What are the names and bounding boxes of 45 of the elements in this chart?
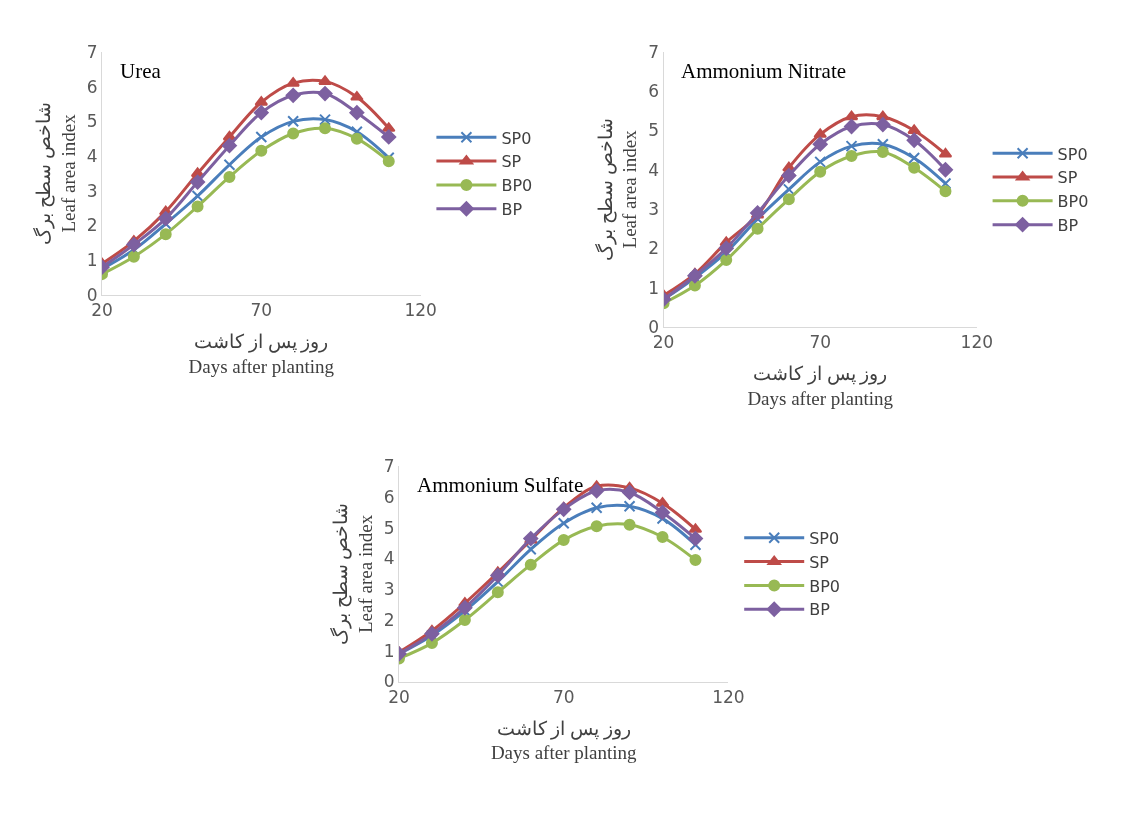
y-tick-label: 5: [86, 111, 98, 132]
y-tick-label: 4: [86, 146, 98, 167]
chart-title: Urea: [120, 59, 162, 83]
y-tick-label: 7: [383, 456, 395, 477]
legend-label: SP0: [809, 529, 840, 549]
y-tick-label: 3: [648, 198, 660, 219]
legend-label: BP: [809, 600, 831, 620]
y-tick-label: 2: [86, 215, 98, 236]
x-tick-label: 70: [809, 332, 832, 353]
y-tick-label: 3: [86, 180, 98, 201]
legend-label: SP: [809, 552, 830, 572]
legend-label: SP0: [501, 128, 532, 148]
chart-title: Ammonium Sulfate: [417, 473, 584, 497]
y-tick-label: 6: [648, 81, 660, 102]
legend-label: BP0: [501, 176, 533, 196]
x-tick-label: 70: [552, 686, 575, 707]
x-tick-label: 20: [652, 332, 675, 353]
y-tick-label: 6: [86, 76, 98, 97]
legend-label: SP0: [1057, 144, 1088, 164]
legend-label: SP: [501, 152, 522, 172]
y-tick-label: 3: [383, 579, 395, 600]
x-tick-label: 120: [404, 300, 437, 321]
legend-label: BP0: [809, 576, 841, 596]
chart-title: Ammonium Nitrate: [681, 59, 847, 83]
y-tick-label: 7: [86, 41, 98, 62]
legend-label: BP0: [1057, 192, 1089, 212]
x-tick-label: 20: [388, 686, 410, 707]
y-tick-label: 4: [648, 159, 660, 180]
x-tick-label: 120: [960, 332, 994, 353]
y-tick-label: 4: [383, 548, 395, 569]
legend-label: BP: [1057, 215, 1079, 235]
y-tick-label: 1: [648, 277, 660, 298]
legend-label: SP: [1057, 168, 1078, 188]
y-tick-label: 5: [648, 120, 660, 141]
y-tick-label: 1: [383, 640, 395, 661]
y-tick-label: 2: [383, 609, 395, 630]
x-tick-label: 120: [712, 686, 745, 707]
legend-label: BP: [501, 199, 523, 219]
x-tick-label: 20: [91, 300, 113, 321]
y-tick-label: 1: [86, 250, 98, 271]
y-tick-label: 5: [383, 517, 395, 538]
y-tick-label: 7: [648, 41, 660, 62]
y-tick-label: 6: [383, 487, 395, 508]
x-tick-label: 70: [250, 300, 273, 321]
y-tick-label: 2: [648, 238, 660, 259]
